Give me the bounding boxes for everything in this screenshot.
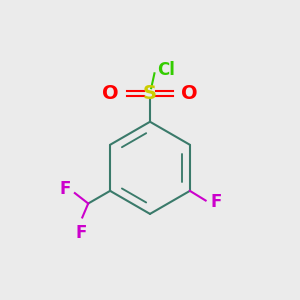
Text: O: O [181,84,198,103]
Text: S: S [143,84,157,103]
Text: F: F [75,224,86,242]
Text: F: F [59,180,70,198]
Text: Cl: Cl [158,61,175,79]
Text: F: F [211,193,222,211]
Text: O: O [102,84,119,103]
